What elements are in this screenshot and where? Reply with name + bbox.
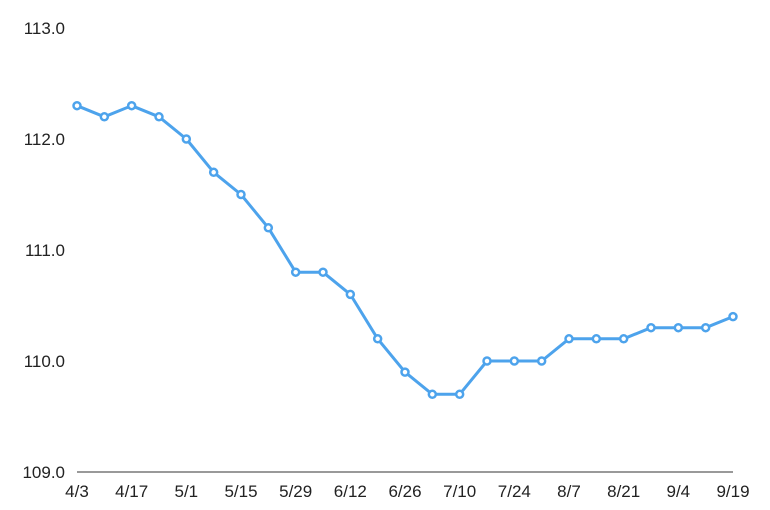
data-point: [509, 356, 520, 366]
data-point: [482, 356, 492, 366]
data-point: [454, 389, 465, 400]
x-tick-label: 4/3: [65, 482, 89, 501]
y-tick-label: 112.0: [24, 130, 65, 149]
y-tick-label: 111.0: [25, 241, 65, 260]
data-point: [536, 356, 547, 366]
data-point: [345, 289, 356, 300]
data-point: [263, 223, 274, 233]
data-point: [236, 189, 246, 200]
data-point: [72, 100, 82, 111]
data-point: [700, 322, 711, 333]
data-point: [400, 367, 410, 377]
data-point: [564, 334, 574, 344]
data-point: [618, 334, 629, 344]
x-tick-label: 4/17: [115, 482, 148, 501]
data-point: [181, 134, 192, 144]
data-point: [728, 311, 738, 322]
x-tick-label: 5/15: [224, 482, 257, 501]
y-tick-label: 113.0: [24, 19, 65, 38]
x-tick-label: 9/4: [667, 482, 691, 501]
x-tick-label: 8/21: [607, 482, 640, 501]
data-point: [427, 389, 438, 400]
x-tick-label: 5/29: [279, 482, 312, 501]
data-point: [646, 322, 656, 333]
data-point: [290, 267, 301, 277]
x-tick-label: 9/19: [716, 482, 749, 501]
data-point: [673, 322, 684, 333]
y-tick-label: 109.0: [22, 463, 65, 482]
x-tick-label: 8/7: [557, 482, 581, 501]
data-point: [208, 167, 219, 178]
data-point: [126, 100, 137, 111]
data-point: [372, 334, 383, 344]
x-tick-label: 7/24: [498, 482, 531, 501]
x-tick-label: 5/1: [175, 482, 199, 501]
data-point: [99, 112, 110, 122]
x-tick-label: 6/26: [388, 482, 421, 501]
data-point: [154, 112, 164, 122]
x-tick-label: 6/12: [334, 482, 367, 501]
x-tick-label: 7/10: [443, 482, 476, 501]
data-point: [591, 334, 602, 344]
y-tick-label: 110.0: [24, 352, 65, 371]
data-point: [318, 267, 328, 277]
series-line: [76, 104, 734, 396]
